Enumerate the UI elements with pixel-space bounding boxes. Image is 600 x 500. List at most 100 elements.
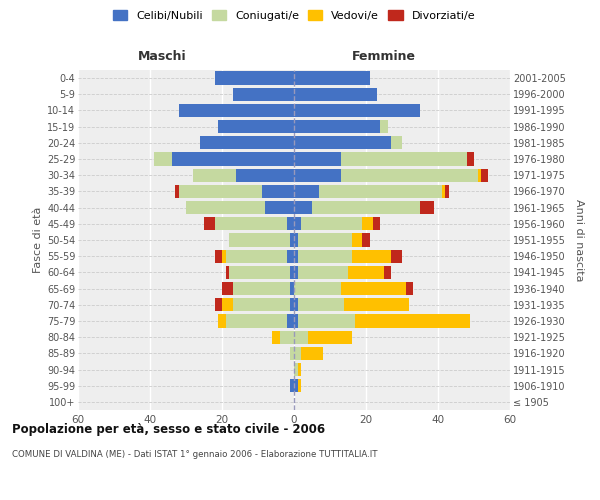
Text: Maschi: Maschi: [137, 50, 187, 62]
Bar: [175, 185, 179, 198]
Bar: [391, 136, 402, 149]
Bar: [298, 234, 352, 246]
Bar: [218, 314, 226, 328]
Bar: [233, 88, 294, 101]
Bar: [294, 363, 298, 376]
Bar: [391, 250, 402, 263]
Bar: [200, 136, 294, 149]
Bar: [229, 266, 290, 279]
Bar: [298, 379, 301, 392]
Bar: [215, 217, 287, 230]
Bar: [445, 185, 449, 198]
Bar: [226, 266, 229, 279]
Bar: [294, 88, 377, 101]
Bar: [352, 250, 391, 263]
Bar: [222, 282, 233, 295]
Bar: [290, 298, 294, 312]
Bar: [229, 234, 290, 246]
Bar: [290, 234, 294, 246]
Bar: [301, 217, 362, 230]
Bar: [294, 346, 301, 360]
Bar: [442, 185, 445, 198]
Bar: [233, 298, 290, 312]
Bar: [294, 104, 420, 117]
Bar: [294, 330, 308, 344]
Bar: [222, 298, 233, 312]
Bar: [406, 282, 413, 295]
Bar: [272, 330, 280, 344]
Bar: [380, 120, 388, 134]
Bar: [355, 314, 470, 328]
Bar: [344, 298, 409, 312]
Bar: [294, 120, 380, 134]
Bar: [222, 250, 226, 263]
Bar: [154, 152, 172, 166]
Bar: [179, 185, 262, 198]
Bar: [298, 250, 352, 263]
Bar: [362, 234, 370, 246]
Bar: [172, 152, 294, 166]
Bar: [301, 346, 323, 360]
Bar: [298, 314, 355, 328]
Bar: [287, 250, 294, 263]
Bar: [294, 234, 298, 246]
Bar: [420, 201, 434, 214]
Bar: [312, 201, 420, 214]
Bar: [308, 330, 352, 344]
Text: COMUNE DI VALDINA (ME) - Dati ISTAT 1° gennaio 2006 - Elaborazione TUTTITALIA.IT: COMUNE DI VALDINA (ME) - Dati ISTAT 1° g…: [12, 450, 377, 459]
Bar: [294, 168, 341, 182]
Bar: [262, 185, 294, 198]
Bar: [341, 152, 467, 166]
Bar: [298, 266, 348, 279]
Bar: [186, 201, 265, 214]
Bar: [215, 250, 222, 263]
Bar: [218, 120, 294, 134]
Bar: [348, 266, 384, 279]
Bar: [287, 217, 294, 230]
Bar: [204, 217, 215, 230]
Bar: [352, 234, 362, 246]
Bar: [294, 72, 370, 85]
Bar: [373, 217, 380, 230]
Bar: [226, 250, 287, 263]
Bar: [384, 266, 391, 279]
Bar: [290, 266, 294, 279]
Bar: [233, 282, 290, 295]
Bar: [481, 168, 488, 182]
Bar: [341, 168, 478, 182]
Bar: [294, 152, 341, 166]
Bar: [215, 298, 222, 312]
Bar: [298, 298, 344, 312]
Bar: [294, 250, 298, 263]
Bar: [290, 346, 294, 360]
Text: Popolazione per età, sesso e stato civile - 2006: Popolazione per età, sesso e stato civil…: [12, 422, 325, 436]
Y-axis label: Fasce di età: Fasce di età: [32, 207, 43, 273]
Bar: [298, 363, 301, 376]
Bar: [294, 314, 298, 328]
Text: Femmine: Femmine: [352, 50, 416, 62]
Bar: [294, 201, 312, 214]
Bar: [215, 72, 294, 85]
Bar: [287, 314, 294, 328]
Bar: [341, 282, 406, 295]
Bar: [319, 185, 442, 198]
Bar: [362, 217, 373, 230]
Bar: [294, 298, 298, 312]
Bar: [193, 168, 236, 182]
Bar: [294, 266, 298, 279]
Bar: [478, 168, 481, 182]
Bar: [226, 314, 287, 328]
Bar: [236, 168, 294, 182]
Bar: [290, 379, 294, 392]
Bar: [294, 136, 391, 149]
Bar: [294, 379, 298, 392]
Bar: [265, 201, 294, 214]
Bar: [294, 217, 301, 230]
Bar: [294, 185, 319, 198]
Bar: [467, 152, 474, 166]
Bar: [179, 104, 294, 117]
Bar: [280, 330, 294, 344]
Legend: Celibi/Nubili, Coniugati/e, Vedovi/e, Divorziati/e: Celibi/Nubili, Coniugati/e, Vedovi/e, Di…: [111, 8, 477, 24]
Y-axis label: Anni di nascita: Anni di nascita: [574, 198, 584, 281]
Bar: [290, 282, 294, 295]
